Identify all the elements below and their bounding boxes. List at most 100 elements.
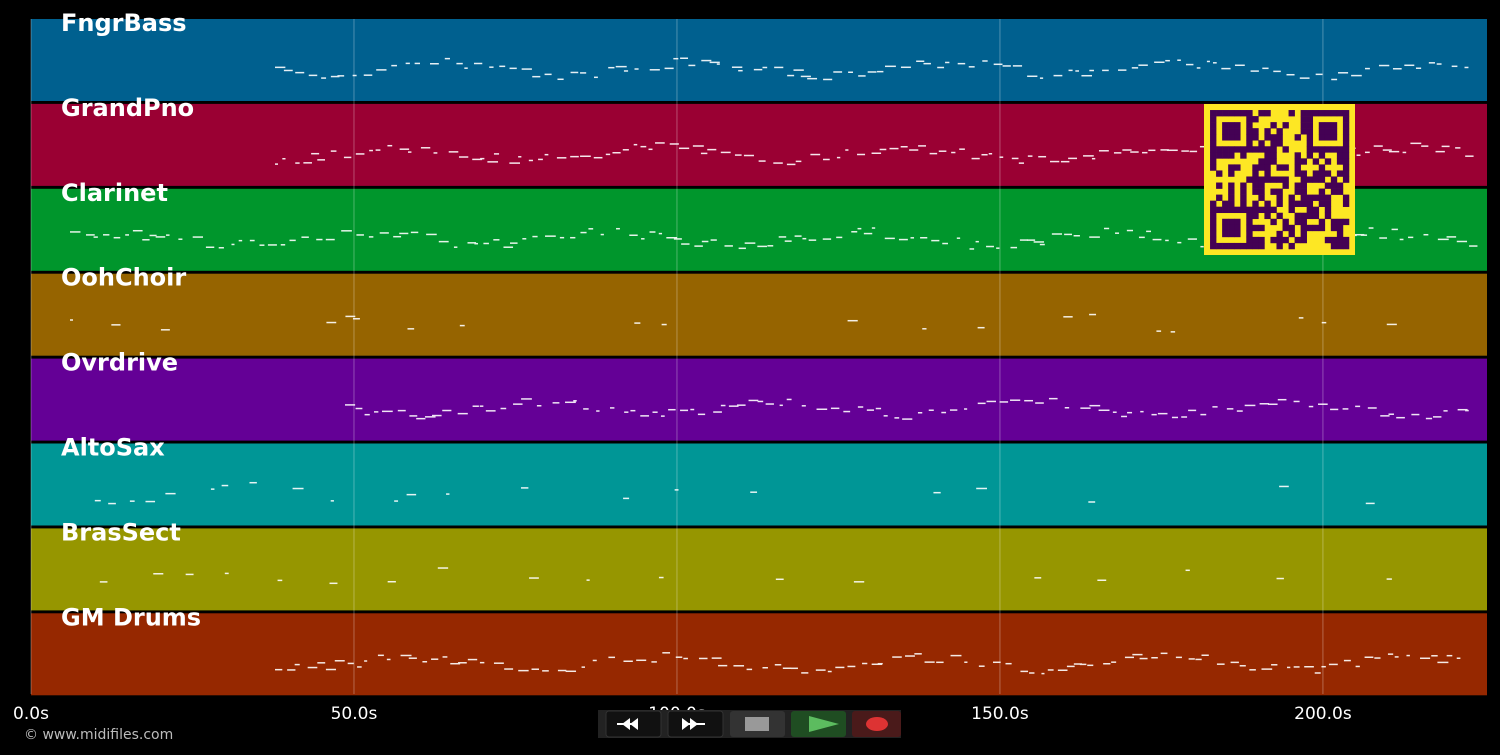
qr-cell — [1246, 242, 1253, 250]
qr-cell — [1246, 224, 1253, 232]
track-name: AltoSax — [61, 434, 165, 462]
qr-cell — [1330, 146, 1338, 153]
qr-cell — [1252, 116, 1259, 123]
qr-cell — [1324, 206, 1332, 214]
qr-cell — [1210, 164, 1217, 171]
qr-cell — [1336, 242, 1344, 250]
qr-cell — [1306, 200, 1314, 207]
qr-cell — [1258, 176, 1265, 183]
qr-cell — [1342, 164, 1350, 171]
qr-cell — [1264, 110, 1271, 117]
qr-cell — [1282, 122, 1289, 129]
qr-cell — [1294, 218, 1301, 226]
qr-cell — [1246, 218, 1253, 226]
track-lane — [31, 528, 1487, 611]
qr-cell — [1246, 206, 1253, 214]
qr-cell — [1258, 242, 1265, 250]
track-name: Ovrdrive — [61, 349, 178, 377]
qr-cell — [1300, 158, 1307, 165]
qr-cell — [1228, 188, 1235, 195]
track-name: OohChoir — [61, 264, 186, 292]
qr-cell — [1276, 242, 1283, 250]
qr-cell — [1246, 236, 1253, 244]
record-button[interactable] — [852, 711, 901, 737]
qr-cell — [1288, 200, 1295, 207]
qr-cell — [1324, 110, 1332, 117]
qr-cell — [1342, 116, 1350, 123]
qr-cell — [1234, 224, 1241, 232]
qr-cell — [1234, 122, 1241, 129]
qr-cell — [1342, 146, 1350, 153]
qr-cell — [1300, 236, 1307, 244]
qr-cell — [1276, 134, 1283, 141]
qr-cell — [1228, 206, 1235, 214]
qr-cell — [1318, 146, 1326, 153]
qr-cell — [1234, 206, 1241, 214]
qr-cell — [1216, 110, 1223, 117]
qr-cell — [1300, 170, 1307, 177]
qr-cell — [1300, 224, 1307, 232]
qr-cell — [1258, 224, 1265, 232]
qr-cell — [1342, 152, 1350, 159]
qr-cell — [1210, 218, 1217, 226]
qr-cell — [1306, 206, 1314, 214]
rewind-button[interactable] — [605, 710, 662, 738]
qr-cell — [1246, 128, 1253, 135]
qr-cell — [1240, 206, 1247, 214]
qr-cell — [1330, 176, 1338, 183]
qr-cell — [1324, 194, 1332, 201]
qr-cell — [1330, 188, 1338, 195]
qr-cell — [1270, 152, 1277, 159]
qr-cell — [1252, 146, 1259, 153]
qr-cell — [1318, 224, 1326, 232]
qr-cell — [1252, 188, 1259, 195]
qr-cell — [1288, 194, 1295, 201]
qr-cell — [1252, 206, 1259, 214]
qr-cell — [1264, 134, 1271, 141]
qr-cell — [1330, 224, 1338, 232]
qr-cell — [1306, 152, 1314, 159]
qr-cell — [1336, 182, 1344, 189]
qr-cell — [1300, 182, 1307, 189]
stop-button[interactable] — [730, 711, 785, 737]
qr-cell — [1210, 158, 1217, 165]
qr-cell — [1240, 182, 1247, 189]
qr-cell — [1300, 176, 1307, 183]
x-tick-label: 200.0s — [1294, 704, 1352, 724]
qr-cell — [1282, 164, 1289, 171]
forward-button[interactable] — [667, 710, 724, 738]
qr-cell — [1228, 122, 1235, 129]
qr-cell — [1222, 152, 1229, 159]
qr-cell — [1288, 224, 1295, 232]
qr-cell — [1252, 182, 1259, 189]
qr-cell — [1246, 146, 1253, 153]
x-tick-label: 150.0s — [971, 704, 1029, 724]
qr-cell — [1312, 206, 1320, 214]
qr-cell — [1300, 194, 1307, 201]
qr-cell — [1252, 242, 1259, 250]
qr-cell — [1234, 146, 1241, 153]
qr-cell — [1288, 206, 1295, 214]
qr-cell — [1306, 116, 1314, 123]
notes — [275, 57, 1469, 81]
qr-cell — [1258, 182, 1265, 189]
qr-cell — [1234, 110, 1241, 117]
play-button[interactable] — [791, 711, 846, 737]
qr-cell — [1276, 194, 1283, 201]
qr-cell — [1318, 134, 1326, 141]
qr-cell — [1228, 230, 1235, 238]
qr-cell — [1228, 164, 1235, 171]
qr-cell — [1336, 218, 1344, 226]
qr-cell — [1318, 164, 1326, 171]
qr-cell — [1216, 152, 1223, 159]
qr-cell — [1252, 200, 1259, 207]
qr-cell — [1258, 110, 1265, 117]
qr-cell — [1270, 146, 1277, 153]
notes — [345, 397, 1469, 420]
qr-cell — [1264, 170, 1271, 177]
qr-cell — [1270, 206, 1277, 214]
qr-cell — [1324, 236, 1332, 244]
qr-cell — [1300, 230, 1307, 238]
qr-cell — [1342, 170, 1350, 177]
notes — [70, 313, 1397, 333]
